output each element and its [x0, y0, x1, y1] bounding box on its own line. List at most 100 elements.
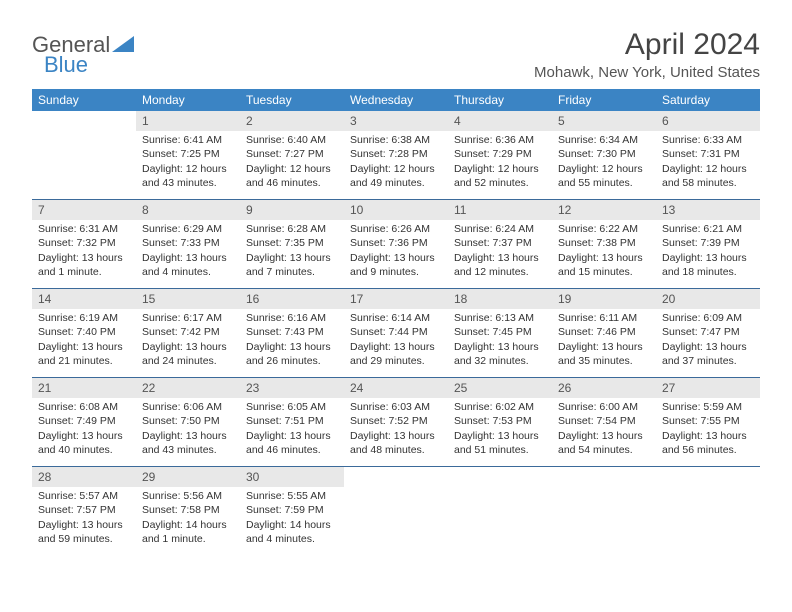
calendar-grid: Sunday Monday Tuesday Wednesday Thursday…	[32, 89, 760, 555]
day-cell: 22Sunrise: 6:06 AMSunset: 7:50 PMDayligh…	[136, 378, 240, 466]
day-cell: 23Sunrise: 6:05 AMSunset: 7:51 PMDayligh…	[240, 378, 344, 466]
daylight-text: Daylight: 13 hours and 15 minutes.	[558, 251, 650, 279]
sunset-text: Sunset: 7:59 PM	[246, 503, 338, 517]
sunset-text: Sunset: 7:28 PM	[350, 147, 442, 161]
sunset-text: Sunset: 7:29 PM	[454, 147, 546, 161]
day-number: 9	[240, 200, 344, 220]
day-info: Sunrise: 6:17 AMSunset: 7:42 PMDaylight:…	[136, 311, 240, 368]
sunset-text: Sunset: 7:46 PM	[558, 325, 650, 339]
sunrise-text: Sunrise: 6:21 AM	[662, 222, 754, 236]
sunrise-text: Sunrise: 6:11 AM	[558, 311, 650, 325]
day-info: Sunrise: 5:57 AMSunset: 7:57 PMDaylight:…	[32, 489, 136, 546]
day-cell: 29Sunrise: 5:56 AMSunset: 7:58 PMDayligh…	[136, 467, 240, 555]
dow-friday: Friday	[552, 89, 656, 111]
day-info: Sunrise: 6:11 AMSunset: 7:46 PMDaylight:…	[552, 311, 656, 368]
day-number: 7	[32, 200, 136, 220]
day-cell: 10Sunrise: 6:26 AMSunset: 7:36 PMDayligh…	[344, 200, 448, 288]
day-info: Sunrise: 6:16 AMSunset: 7:43 PMDaylight:…	[240, 311, 344, 368]
daylight-text: Daylight: 13 hours and 37 minutes.	[662, 340, 754, 368]
sunset-text: Sunset: 7:54 PM	[558, 414, 650, 428]
day-cell: 2Sunrise: 6:40 AMSunset: 7:27 PMDaylight…	[240, 111, 344, 199]
week-row: 14Sunrise: 6:19 AMSunset: 7:40 PMDayligh…	[32, 289, 760, 378]
week-row: 28Sunrise: 5:57 AMSunset: 7:57 PMDayligh…	[32, 467, 760, 555]
sunrise-text: Sunrise: 6:05 AM	[246, 400, 338, 414]
sunrise-text: Sunrise: 6:13 AM	[454, 311, 546, 325]
day-number: 29	[136, 467, 240, 487]
day-info: Sunrise: 6:40 AMSunset: 7:27 PMDaylight:…	[240, 133, 344, 190]
dow-saturday: Saturday	[656, 89, 760, 111]
day-cell: 1Sunrise: 6:41 AMSunset: 7:25 PMDaylight…	[136, 111, 240, 199]
day-of-week-header: Sunday Monday Tuesday Wednesday Thursday…	[32, 89, 760, 111]
day-number: 5	[552, 111, 656, 131]
sunset-text: Sunset: 7:53 PM	[454, 414, 546, 428]
daylight-text: Daylight: 12 hours and 52 minutes.	[454, 162, 546, 190]
daylight-text: Daylight: 13 hours and 1 minute.	[38, 251, 130, 279]
daylight-text: Daylight: 13 hours and 40 minutes.	[38, 429, 130, 457]
daylight-text: Daylight: 13 hours and 43 minutes.	[142, 429, 234, 457]
day-number: 19	[552, 289, 656, 309]
day-number: 6	[656, 111, 760, 131]
day-info: Sunrise: 6:21 AMSunset: 7:39 PMDaylight:…	[656, 222, 760, 279]
day-number: 3	[344, 111, 448, 131]
daylight-text: Daylight: 13 hours and 18 minutes.	[662, 251, 754, 279]
day-number: 1	[136, 111, 240, 131]
daylight-text: Daylight: 13 hours and 29 minutes.	[350, 340, 442, 368]
day-number: 2	[240, 111, 344, 131]
daylight-text: Daylight: 14 hours and 4 minutes.	[246, 518, 338, 546]
sunset-text: Sunset: 7:55 PM	[662, 414, 754, 428]
day-info: Sunrise: 6:13 AMSunset: 7:45 PMDaylight:…	[448, 311, 552, 368]
brand-triangle-icon	[112, 32, 134, 58]
sunset-text: Sunset: 7:52 PM	[350, 414, 442, 428]
day-cell: 21Sunrise: 6:08 AMSunset: 7:49 PMDayligh…	[32, 378, 136, 466]
day-cell-empty	[448, 467, 552, 555]
sunset-text: Sunset: 7:33 PM	[142, 236, 234, 250]
sunrise-text: Sunrise: 6:14 AM	[350, 311, 442, 325]
dow-monday: Monday	[136, 89, 240, 111]
sunrise-text: Sunrise: 6:36 AM	[454, 133, 546, 147]
day-cell: 20Sunrise: 6:09 AMSunset: 7:47 PMDayligh…	[656, 289, 760, 377]
calendar-page: General April 2024 Mohawk, New York, Uni…	[0, 0, 792, 575]
sunset-text: Sunset: 7:49 PM	[38, 414, 130, 428]
day-number: 8	[136, 200, 240, 220]
sunset-text: Sunset: 7:27 PM	[246, 147, 338, 161]
day-cell: 5Sunrise: 6:34 AMSunset: 7:30 PMDaylight…	[552, 111, 656, 199]
day-cell: 4Sunrise: 6:36 AMSunset: 7:29 PMDaylight…	[448, 111, 552, 199]
sunset-text: Sunset: 7:42 PM	[142, 325, 234, 339]
daylight-text: Daylight: 12 hours and 43 minutes.	[142, 162, 234, 190]
sunrise-text: Sunrise: 6:00 AM	[558, 400, 650, 414]
day-number: 16	[240, 289, 344, 309]
day-cell: 16Sunrise: 6:16 AMSunset: 7:43 PMDayligh…	[240, 289, 344, 377]
day-cell: 8Sunrise: 6:29 AMSunset: 7:33 PMDaylight…	[136, 200, 240, 288]
day-cell: 30Sunrise: 5:55 AMSunset: 7:59 PMDayligh…	[240, 467, 344, 555]
day-number: 24	[344, 378, 448, 398]
weeks-container: 1Sunrise: 6:41 AMSunset: 7:25 PMDaylight…	[32, 111, 760, 555]
sunrise-text: Sunrise: 6:22 AM	[558, 222, 650, 236]
day-number: 15	[136, 289, 240, 309]
daylight-text: Daylight: 13 hours and 59 minutes.	[38, 518, 130, 546]
day-number: 11	[448, 200, 552, 220]
day-info: Sunrise: 6:38 AMSunset: 7:28 PMDaylight:…	[344, 133, 448, 190]
sunrise-text: Sunrise: 6:26 AM	[350, 222, 442, 236]
day-cell: 25Sunrise: 6:02 AMSunset: 7:53 PMDayligh…	[448, 378, 552, 466]
day-info: Sunrise: 6:08 AMSunset: 7:49 PMDaylight:…	[32, 400, 136, 457]
sunset-text: Sunset: 7:35 PM	[246, 236, 338, 250]
sunrise-text: Sunrise: 6:31 AM	[38, 222, 130, 236]
sunrise-text: Sunrise: 6:34 AM	[558, 133, 650, 147]
day-cell: 12Sunrise: 6:22 AMSunset: 7:38 PMDayligh…	[552, 200, 656, 288]
sunrise-text: Sunrise: 6:08 AM	[38, 400, 130, 414]
day-info: Sunrise: 6:09 AMSunset: 7:47 PMDaylight:…	[656, 311, 760, 368]
dow-thursday: Thursday	[448, 89, 552, 111]
day-cell: 18Sunrise: 6:13 AMSunset: 7:45 PMDayligh…	[448, 289, 552, 377]
week-row: 7Sunrise: 6:31 AMSunset: 7:32 PMDaylight…	[32, 200, 760, 289]
sunrise-text: Sunrise: 6:06 AM	[142, 400, 234, 414]
sunset-text: Sunset: 7:25 PM	[142, 147, 234, 161]
week-row: 21Sunrise: 6:08 AMSunset: 7:49 PMDayligh…	[32, 378, 760, 467]
day-number: 26	[552, 378, 656, 398]
daylight-text: Daylight: 13 hours and 24 minutes.	[142, 340, 234, 368]
day-number: 20	[656, 289, 760, 309]
daylight-text: Daylight: 13 hours and 7 minutes.	[246, 251, 338, 279]
day-number: 23	[240, 378, 344, 398]
day-info: Sunrise: 6:00 AMSunset: 7:54 PMDaylight:…	[552, 400, 656, 457]
day-cell-empty	[344, 467, 448, 555]
day-info: Sunrise: 6:06 AMSunset: 7:50 PMDaylight:…	[136, 400, 240, 457]
